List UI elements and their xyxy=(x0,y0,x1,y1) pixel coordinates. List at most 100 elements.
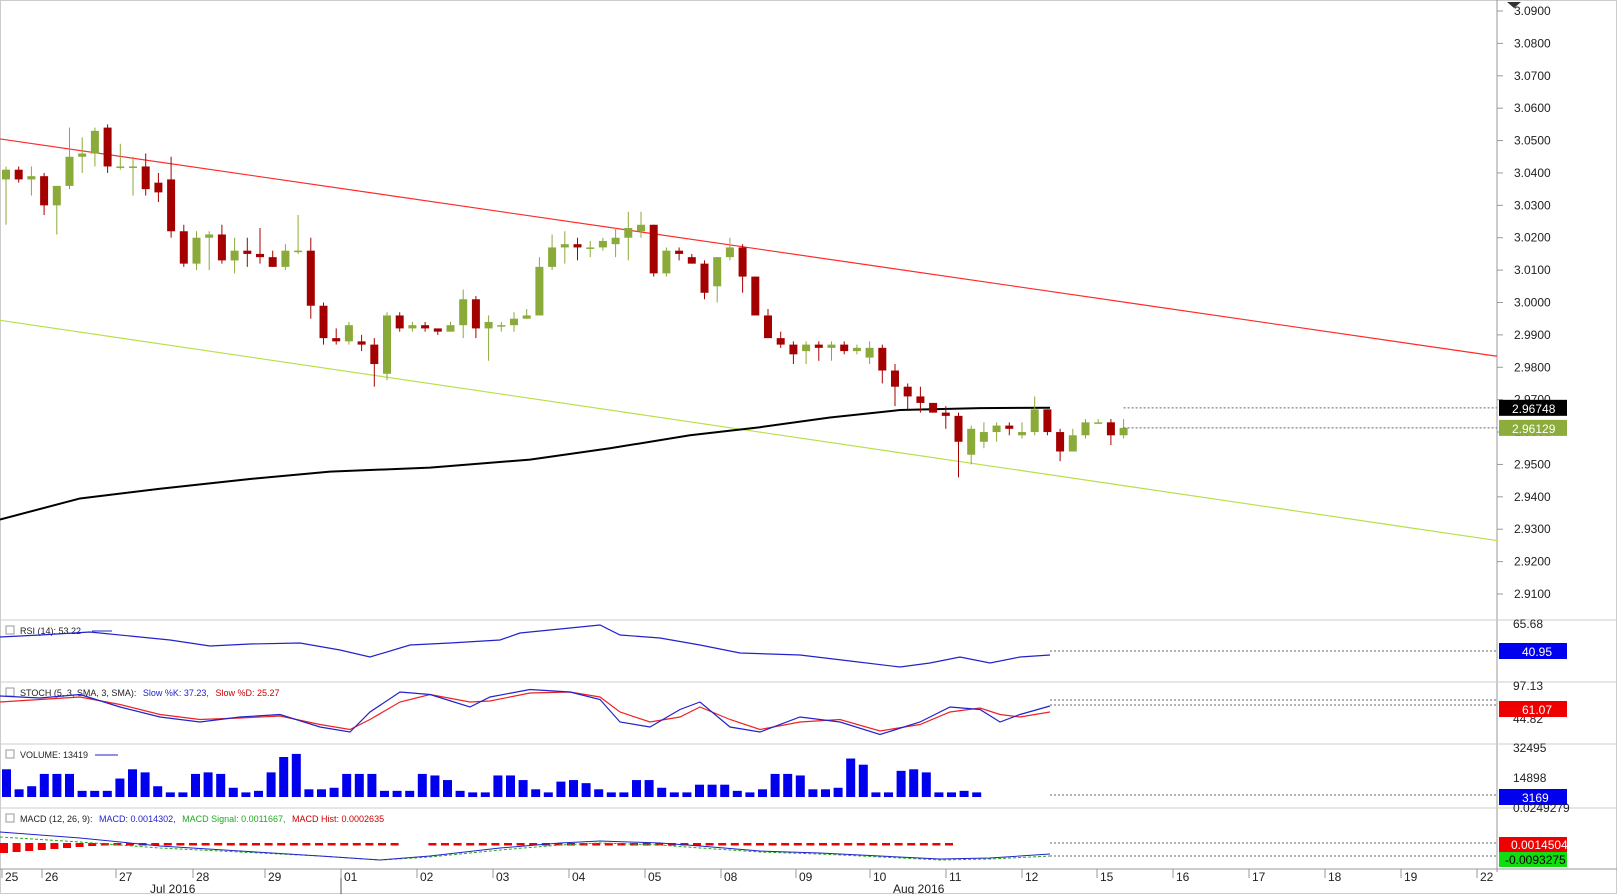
volume-bar xyxy=(178,792,188,797)
svg-text:STOCH (5, 3, SMA, 3, SMA):: STOCH (5, 3, SMA, 3, SMA): Slow %K: 37.2… xyxy=(20,688,279,698)
candle-body xyxy=(2,169,10,180)
macd-hist-bar xyxy=(176,843,185,846)
date-label: 19 xyxy=(1404,870,1418,884)
macd-hist-bar xyxy=(491,843,500,846)
candle-body xyxy=(611,237,620,245)
candle-body xyxy=(675,250,684,254)
candle-body xyxy=(751,276,760,316)
stoch-panel: STOCH (5, 3, SMA, 3, SMA): Slow %K: 37.2… xyxy=(0,679,1567,736)
volume-bar xyxy=(468,792,478,797)
panel-toggle-icon[interactable] xyxy=(5,625,15,635)
date-label: 29 xyxy=(268,870,282,884)
price-tick-label: 2.9300 xyxy=(1514,522,1551,536)
macd-hist-bar xyxy=(642,843,651,846)
macd-hist-bar xyxy=(264,843,273,846)
moving-average-line xyxy=(0,406,1051,521)
rsi-tag-value: 40.95 xyxy=(1522,645,1552,659)
volume-axis-top: 32495 xyxy=(1513,741,1547,755)
volume-bar xyxy=(65,773,74,797)
price-tick-label: 2.9200 xyxy=(1514,555,1551,569)
volume-bar xyxy=(707,784,717,797)
volume-bar xyxy=(720,784,730,797)
date-label: 26 xyxy=(45,870,59,884)
candle-body xyxy=(497,325,506,327)
macd-hist-bar xyxy=(529,843,538,846)
moving-average xyxy=(0,406,1051,521)
candlesticks xyxy=(2,124,1128,478)
volume-bar xyxy=(228,787,238,797)
candle-body xyxy=(929,402,938,413)
macd-hist-bar xyxy=(63,843,71,848)
macd-hist-bar xyxy=(932,843,941,846)
macd-hist-bar xyxy=(75,843,84,847)
volume-bar xyxy=(594,789,604,797)
volume-label: VOLUME: 13419 xyxy=(20,750,88,760)
candle-body xyxy=(1018,432,1026,436)
candle-body xyxy=(649,224,658,274)
candle-body xyxy=(154,182,163,193)
volume-bar xyxy=(493,775,503,797)
volume-bar xyxy=(909,769,919,797)
candle-body xyxy=(916,396,925,403)
volume-bar xyxy=(367,773,377,797)
volume-bar xyxy=(745,792,755,797)
price-tick-label: 3.0000 xyxy=(1514,296,1551,310)
price-tag-label: 2.96748 xyxy=(1512,402,1556,416)
macd-hist-bar xyxy=(655,843,664,846)
volume-bar xyxy=(39,773,49,797)
candle-body xyxy=(992,425,1001,433)
macd-hist-bar xyxy=(705,843,714,846)
candle-body xyxy=(979,432,988,442)
trend-channel xyxy=(0,138,1498,542)
macd-panel: MACD (12, 26, 9): MACD: 0.0014302, MACD … xyxy=(0,801,1570,867)
volume-bar xyxy=(165,792,175,797)
volume-bar xyxy=(606,792,616,797)
date-label: 10 xyxy=(873,870,887,884)
volume-bar xyxy=(959,790,969,797)
panel-toggle-icon[interactable] xyxy=(5,749,15,759)
candle-body xyxy=(827,344,836,348)
macd-hist-bar xyxy=(919,843,928,846)
month-label: Jul 2016 xyxy=(150,882,196,894)
candle-body xyxy=(268,257,277,267)
candle-body xyxy=(522,315,531,319)
candle-body xyxy=(687,257,696,264)
price-tick-label: 2.9800 xyxy=(1514,360,1551,374)
date-label: 11 xyxy=(949,870,962,884)
volume-bar xyxy=(947,792,956,797)
volume-bar xyxy=(317,789,326,797)
volume-bar xyxy=(783,773,793,797)
candle-body xyxy=(1056,432,1065,452)
volume-bar xyxy=(795,775,805,797)
macd-hist-bar xyxy=(907,843,916,846)
macd-hist-bar xyxy=(239,843,248,846)
macd-hist-bar xyxy=(189,843,197,846)
lower-trend-line xyxy=(0,319,1498,542)
macd-hist-bar xyxy=(693,843,701,846)
stoch-k-line xyxy=(0,688,1051,736)
candle-body xyxy=(141,166,150,190)
volume-bar xyxy=(657,787,667,797)
chevron-down-icon[interactable] xyxy=(1507,2,1521,8)
volume-bar xyxy=(846,758,856,797)
volume-bar xyxy=(102,790,112,797)
macd-hist-bar xyxy=(478,843,487,846)
macd-hist-bar xyxy=(604,843,613,846)
volume-bar xyxy=(392,790,402,797)
volume-bar xyxy=(241,792,251,797)
volume-bar xyxy=(329,787,339,797)
volume-bar xyxy=(27,786,37,797)
macd-line xyxy=(0,831,1051,861)
macd-hist-bar xyxy=(365,843,374,846)
candle-body xyxy=(421,325,430,329)
macd-hist-bar xyxy=(352,843,361,846)
candle-body xyxy=(65,156,74,186)
macd-hist-bar xyxy=(302,843,311,846)
price-tick-label: 3.0600 xyxy=(1514,101,1551,115)
candle-body xyxy=(764,315,772,339)
panel-toggle-icon[interactable] xyxy=(5,813,15,823)
volume-bar xyxy=(858,764,868,797)
candle-body xyxy=(700,263,709,293)
candle-body xyxy=(90,130,99,154)
